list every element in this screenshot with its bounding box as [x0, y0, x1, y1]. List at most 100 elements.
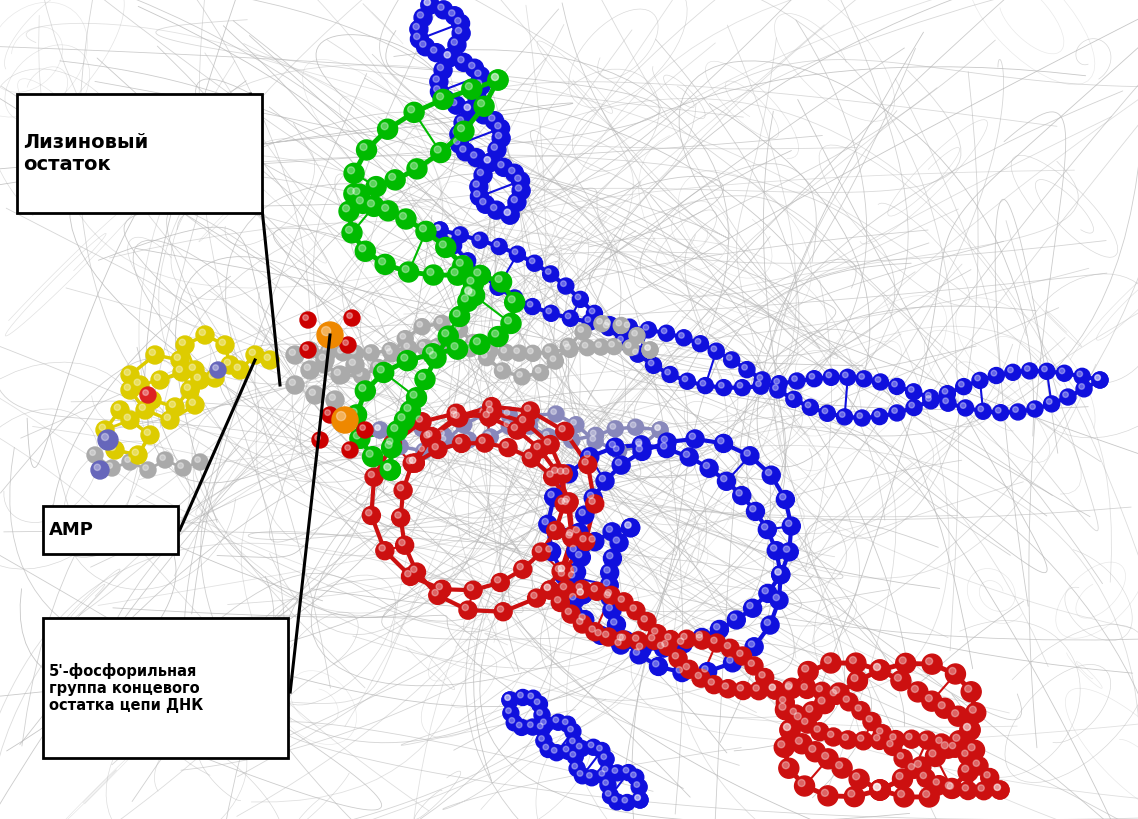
Circle shape	[799, 715, 816, 733]
Circle shape	[753, 685, 759, 691]
Circle shape	[569, 761, 585, 776]
Circle shape	[777, 740, 785, 748]
Circle shape	[693, 631, 711, 649]
Circle shape	[347, 167, 355, 174]
Circle shape	[506, 715, 522, 731]
Circle shape	[782, 681, 800, 699]
Circle shape	[151, 371, 170, 389]
Circle shape	[94, 464, 100, 470]
Circle shape	[826, 372, 832, 378]
Circle shape	[355, 242, 376, 261]
Circle shape	[890, 734, 896, 740]
Circle shape	[1059, 368, 1065, 373]
Circle shape	[599, 751, 615, 767]
Circle shape	[844, 786, 864, 807]
Circle shape	[480, 198, 486, 205]
Circle shape	[319, 360, 324, 365]
Circle shape	[555, 562, 574, 580]
Circle shape	[855, 410, 871, 426]
Circle shape	[632, 792, 648, 808]
Circle shape	[610, 423, 616, 429]
Circle shape	[773, 385, 778, 391]
Circle shape	[591, 430, 596, 436]
Circle shape	[914, 760, 922, 767]
Circle shape	[744, 450, 750, 456]
Circle shape	[962, 765, 968, 772]
Circle shape	[473, 181, 479, 188]
Circle shape	[584, 451, 591, 457]
Circle shape	[513, 719, 529, 735]
Circle shape	[452, 25, 470, 43]
Circle shape	[541, 581, 559, 599]
Circle shape	[453, 412, 460, 419]
Circle shape	[234, 364, 240, 370]
Circle shape	[475, 70, 481, 76]
Circle shape	[920, 787, 939, 807]
Circle shape	[607, 526, 612, 532]
Circle shape	[440, 436, 446, 441]
Circle shape	[518, 692, 523, 698]
Circle shape	[413, 413, 431, 431]
Circle shape	[419, 446, 424, 451]
Circle shape	[370, 180, 377, 187]
Circle shape	[459, 419, 464, 425]
Circle shape	[476, 434, 494, 452]
Circle shape	[221, 356, 239, 374]
Circle shape	[923, 390, 939, 405]
Circle shape	[739, 362, 754, 378]
Circle shape	[681, 448, 699, 466]
Circle shape	[559, 498, 564, 505]
Circle shape	[484, 404, 502, 422]
Circle shape	[554, 465, 572, 483]
Circle shape	[430, 83, 448, 101]
Circle shape	[960, 720, 980, 740]
Circle shape	[642, 342, 658, 358]
Circle shape	[450, 306, 470, 327]
Circle shape	[514, 690, 530, 705]
Circle shape	[437, 318, 443, 324]
Circle shape	[948, 706, 968, 726]
Circle shape	[792, 734, 811, 753]
Circle shape	[305, 345, 311, 351]
Circle shape	[456, 143, 475, 161]
Circle shape	[522, 449, 541, 467]
Circle shape	[417, 416, 422, 422]
Circle shape	[492, 74, 498, 80]
Circle shape	[176, 366, 182, 373]
Circle shape	[595, 630, 601, 636]
Circle shape	[677, 638, 684, 645]
Circle shape	[407, 563, 426, 581]
Circle shape	[525, 421, 530, 427]
Circle shape	[1074, 369, 1090, 384]
Circle shape	[481, 153, 498, 171]
Circle shape	[695, 338, 701, 344]
Circle shape	[166, 398, 184, 416]
Circle shape	[718, 382, 724, 388]
Circle shape	[603, 523, 621, 541]
Circle shape	[923, 393, 939, 409]
Circle shape	[949, 742, 956, 749]
Circle shape	[941, 742, 948, 749]
Circle shape	[562, 342, 578, 357]
Circle shape	[464, 581, 483, 600]
Circle shape	[545, 346, 551, 352]
Circle shape	[992, 405, 1008, 421]
Circle shape	[601, 589, 619, 607]
Circle shape	[727, 611, 745, 629]
Circle shape	[398, 262, 419, 282]
Circle shape	[396, 209, 417, 229]
Circle shape	[468, 88, 486, 106]
Circle shape	[432, 342, 438, 347]
Circle shape	[896, 654, 916, 673]
Circle shape	[501, 206, 519, 224]
Circle shape	[380, 460, 401, 480]
Circle shape	[758, 521, 776, 539]
Circle shape	[905, 760, 923, 778]
Circle shape	[942, 388, 948, 394]
Circle shape	[603, 580, 610, 586]
Circle shape	[305, 345, 311, 351]
Circle shape	[426, 348, 446, 368]
Circle shape	[572, 581, 591, 599]
Circle shape	[353, 193, 373, 214]
Circle shape	[439, 93, 446, 100]
